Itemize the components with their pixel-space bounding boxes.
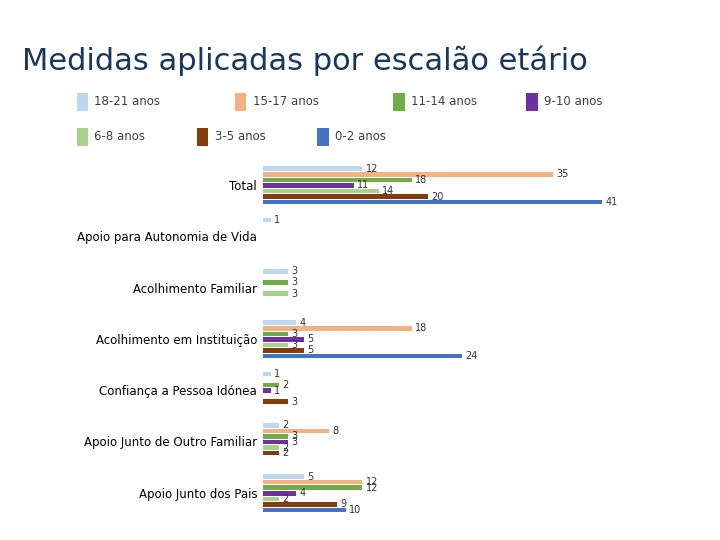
Bar bbox=[263, 400, 288, 404]
Bar bbox=[263, 337, 304, 342]
Bar bbox=[263, 280, 288, 285]
Bar bbox=[263, 172, 552, 177]
Bar bbox=[263, 166, 362, 171]
Text: 35: 35 bbox=[556, 170, 568, 179]
Bar bbox=[263, 354, 462, 359]
Bar bbox=[318, 128, 329, 146]
Bar bbox=[263, 200, 602, 205]
Text: 3: 3 bbox=[291, 397, 297, 407]
Text: 2: 2 bbox=[283, 420, 289, 430]
Bar bbox=[263, 446, 279, 450]
Bar bbox=[263, 480, 362, 484]
Bar bbox=[263, 194, 428, 199]
Text: 3: 3 bbox=[291, 278, 297, 287]
Bar bbox=[263, 388, 271, 393]
Bar bbox=[263, 292, 288, 296]
Bar bbox=[263, 451, 279, 455]
Bar bbox=[263, 332, 288, 336]
Bar bbox=[263, 383, 279, 387]
Bar bbox=[263, 497, 279, 501]
Bar bbox=[263, 491, 296, 496]
Text: 3: 3 bbox=[291, 437, 297, 447]
Text: 5: 5 bbox=[307, 471, 314, 482]
Text: 3: 3 bbox=[291, 431, 297, 441]
Text: 3: 3 bbox=[291, 266, 297, 276]
Bar bbox=[235, 93, 246, 111]
Bar bbox=[263, 320, 296, 325]
Bar bbox=[263, 269, 288, 274]
Text: 18: 18 bbox=[415, 323, 428, 333]
Bar bbox=[76, 93, 88, 111]
Text: 12: 12 bbox=[366, 477, 378, 487]
Text: 15-17 anos: 15-17 anos bbox=[253, 96, 319, 109]
Bar bbox=[76, 128, 88, 146]
Text: 12: 12 bbox=[366, 483, 378, 492]
Bar bbox=[263, 434, 288, 438]
Text: 16: 16 bbox=[673, 9, 695, 24]
Text: 1: 1 bbox=[274, 369, 281, 379]
Text: 41: 41 bbox=[606, 197, 618, 207]
Bar bbox=[526, 93, 538, 111]
Text: 10: 10 bbox=[349, 505, 361, 515]
Bar bbox=[263, 502, 337, 507]
Text: 1: 1 bbox=[274, 386, 281, 396]
Text: 3: 3 bbox=[291, 288, 297, 299]
Bar bbox=[263, 508, 346, 512]
Bar bbox=[263, 372, 271, 376]
Bar bbox=[263, 189, 379, 193]
Bar bbox=[263, 218, 271, 222]
Text: 2: 2 bbox=[283, 380, 289, 390]
Text: 6-8 anos: 6-8 anos bbox=[94, 131, 145, 144]
Text: 4: 4 bbox=[300, 488, 305, 498]
Text: 3: 3 bbox=[291, 329, 297, 339]
Text: 3-5 anos: 3-5 anos bbox=[215, 131, 266, 144]
Bar bbox=[263, 474, 304, 479]
Bar bbox=[197, 128, 208, 146]
Text: 3: 3 bbox=[291, 340, 297, 350]
Text: 12: 12 bbox=[366, 164, 378, 174]
Bar bbox=[263, 485, 362, 490]
Bar bbox=[263, 183, 354, 188]
Text: 5: 5 bbox=[307, 346, 314, 355]
Text: 18-21 anos: 18-21 anos bbox=[94, 96, 161, 109]
Text: 8: 8 bbox=[333, 426, 338, 436]
Text: 2: 2 bbox=[283, 448, 289, 458]
Text: 2: 2 bbox=[283, 442, 289, 453]
Bar bbox=[263, 423, 279, 428]
Text: 18: 18 bbox=[415, 175, 428, 185]
Bar bbox=[263, 343, 288, 347]
Text: 11-14 anos: 11-14 anos bbox=[411, 96, 477, 109]
Bar bbox=[263, 429, 329, 433]
Text: 4: 4 bbox=[300, 318, 305, 328]
Text: Medidas aplicadas por escalão etário: Medidas aplicadas por escalão etário bbox=[22, 46, 588, 76]
Text: 20: 20 bbox=[432, 192, 444, 201]
Text: 24: 24 bbox=[465, 351, 477, 361]
Bar bbox=[263, 326, 412, 330]
Text: 11: 11 bbox=[357, 180, 369, 191]
Bar bbox=[263, 348, 304, 353]
Text: 0-2 anos: 0-2 anos bbox=[335, 131, 386, 144]
Bar bbox=[263, 178, 412, 182]
Text: 9-10 anos: 9-10 anos bbox=[544, 96, 603, 109]
Text: 5: 5 bbox=[307, 334, 314, 345]
Text: 9: 9 bbox=[341, 500, 347, 509]
Bar bbox=[263, 440, 288, 444]
Text: 2: 2 bbox=[283, 494, 289, 504]
Bar bbox=[393, 93, 405, 111]
Text: 14: 14 bbox=[382, 186, 395, 196]
Text: 1: 1 bbox=[274, 215, 281, 225]
